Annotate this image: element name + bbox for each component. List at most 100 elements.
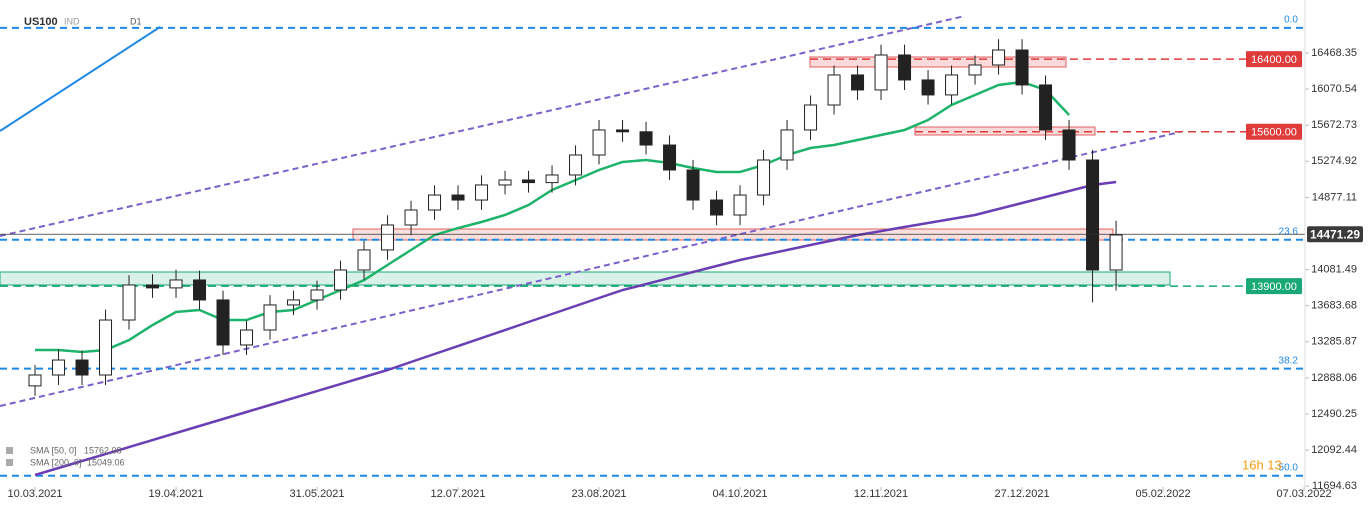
trend-line bbox=[0, 26, 161, 132]
price-level-label: 15600.00 bbox=[1251, 127, 1297, 139]
candle-body bbox=[451, 194, 465, 201]
candle-body bbox=[334, 269, 348, 291]
candle-body bbox=[287, 299, 301, 306]
timeframe: D1 bbox=[130, 16, 142, 26]
candle-body bbox=[686, 169, 700, 201]
plot-layer: 16468.35 16070.54 15672.73 15274.92 14877.11… bbox=[0, 15, 1363, 500]
candle-body bbox=[827, 74, 841, 106]
y-tick-label: 13683.68 bbox=[1311, 300, 1357, 312]
candle-body bbox=[710, 199, 724, 216]
moving-average bbox=[34, 180, 1117, 477]
candle-body bbox=[428, 194, 442, 211]
candle-body bbox=[757, 159, 771, 196]
y-tick-label: 12092.44 bbox=[1311, 444, 1357, 456]
countdown: 16h 13 bbox=[1242, 457, 1282, 472]
legend-name: SMA [50, 0] bbox=[30, 445, 77, 455]
resistance-zone bbox=[809, 56, 1067, 68]
y-tick-label: 16070.54 bbox=[1311, 83, 1357, 95]
candle-body bbox=[193, 279, 207, 301]
x-tick-label: 12.07.2021 bbox=[430, 488, 485, 500]
channel-line bbox=[0, 131, 1181, 407]
candle-body bbox=[1086, 159, 1100, 271]
fib-level-label: 23.6 bbox=[1279, 226, 1299, 237]
last-price-box bbox=[1307, 226, 1363, 243]
candle-body bbox=[404, 209, 418, 226]
candle-body bbox=[263, 304, 277, 331]
x-tick-label: 07.03.2022 bbox=[1277, 488, 1332, 500]
candle-body bbox=[1062, 129, 1076, 161]
candle-body bbox=[310, 289, 324, 301]
candle-body bbox=[851, 74, 865, 91]
legend-value: 15049.06 bbox=[87, 457, 125, 467]
candle-body bbox=[663, 144, 677, 171]
candle-body bbox=[498, 179, 512, 186]
price-level-box bbox=[1246, 123, 1302, 140]
x-tick-label: 19.04.2021 bbox=[148, 488, 203, 500]
x-tick-label: 31.05.2021 bbox=[289, 488, 344, 500]
candle-body bbox=[146, 284, 160, 289]
legend-icon bbox=[6, 459, 13, 466]
candle-body bbox=[616, 129, 630, 133]
legend-value: 15762.08 bbox=[84, 445, 122, 455]
x-tick-label: 27.12.2021 bbox=[995, 488, 1050, 500]
candle-body bbox=[921, 79, 935, 96]
fib-level-label: 50.0 bbox=[1279, 462, 1299, 473]
legend-name: SMA [200, 0] bbox=[30, 457, 82, 467]
support-zone bbox=[0, 271, 1171, 286]
price-level-box bbox=[1246, 51, 1302, 68]
candle-body bbox=[75, 359, 89, 376]
channel-line bbox=[0, 15, 966, 237]
y-tick-label: 14877.11 bbox=[1312, 191, 1357, 203]
candle-body bbox=[240, 329, 254, 346]
trend-channel bbox=[0, 15, 1181, 407]
y-tick-label: 12490.25 bbox=[1311, 408, 1357, 420]
candle-body bbox=[545, 174, 559, 184]
candle-body bbox=[475, 184, 489, 201]
fib-level-label: 0.0 bbox=[1284, 15, 1298, 26]
candle-body bbox=[28, 374, 42, 387]
candle-body bbox=[945, 74, 959, 96]
zones bbox=[0, 56, 1171, 286]
y-tick-label: 16468.35 bbox=[1311, 47, 1357, 59]
x-tick-label: 05.02.2022 bbox=[1136, 488, 1191, 500]
candle-body bbox=[804, 104, 818, 131]
x-tick-label: 23.08.2021 bbox=[572, 488, 627, 500]
candle-body bbox=[874, 54, 888, 91]
candle-body bbox=[639, 131, 653, 146]
last-price-label: 14471.29 bbox=[1310, 227, 1360, 241]
y-tick-label: 11694.63 bbox=[1312, 480, 1357, 492]
fib-level-label: 38.2 bbox=[1279, 355, 1299, 366]
candle-body bbox=[569, 154, 583, 176]
legend-icon bbox=[6, 447, 13, 454]
candle-body bbox=[1015, 49, 1029, 86]
candle-body bbox=[122, 284, 136, 321]
candle-body bbox=[592, 129, 606, 156]
candle-body bbox=[780, 129, 794, 161]
candle-body bbox=[992, 49, 1006, 66]
x-tick-label: 12.11.2021 bbox=[854, 488, 908, 500]
candle-body bbox=[522, 179, 536, 184]
candle-body bbox=[357, 249, 371, 271]
x-tick-label: 04.10.2021 bbox=[713, 488, 768, 500]
candle-body bbox=[169, 279, 183, 289]
y-tick-label: 15672.73 bbox=[1311, 119, 1357, 131]
resistance-zone bbox=[914, 126, 1096, 136]
candle-body bbox=[1039, 84, 1053, 131]
candle-body bbox=[99, 319, 113, 376]
y-tick-label: 13285.87 bbox=[1311, 336, 1357, 348]
y-tick-label: 14081.49 bbox=[1311, 263, 1357, 275]
price-level-label: 13900.00 bbox=[1251, 281, 1297, 293]
candle-body bbox=[381, 224, 395, 251]
price-level-label: 16400.00 bbox=[1251, 54, 1297, 66]
candle-body bbox=[898, 54, 912, 81]
candle-body bbox=[733, 194, 747, 216]
x-tick-label: 10.03.2021 bbox=[7, 488, 62, 500]
instrument-type: IND bbox=[64, 16, 80, 26]
moving-average bbox=[35, 80, 1071, 354]
price-level-box bbox=[1246, 278, 1302, 295]
symbol: US100 bbox=[24, 16, 58, 28]
candle-body bbox=[1109, 234, 1123, 271]
y-tick-label: 15274.92 bbox=[1311, 155, 1357, 167]
candle-body bbox=[968, 64, 982, 76]
